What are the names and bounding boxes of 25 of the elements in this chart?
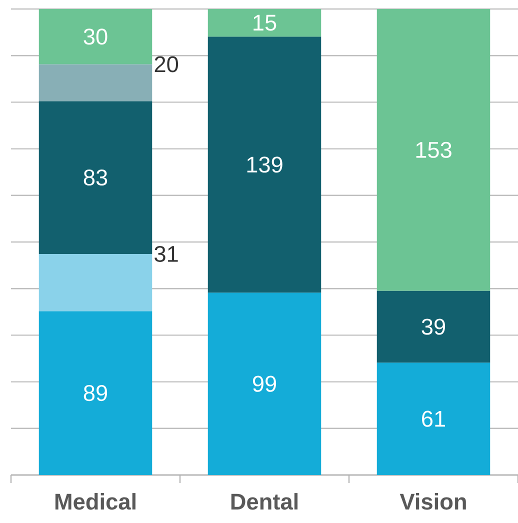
data-label: 99 [252, 376, 276, 392]
bar [38, 8, 152, 64]
bar [208, 8, 322, 37]
bar [208, 36, 322, 293]
bar [208, 292, 322, 475]
bar [38, 64, 152, 102]
x-tick-label: Medical [55, 493, 136, 510]
data-label: 39 [422, 318, 446, 335]
bar [38, 101, 152, 254]
data-label: 139 [247, 156, 282, 173]
bar [38, 254, 152, 312]
data-label: 83 [84, 170, 108, 186]
data-label: 89 [84, 385, 108, 402]
data-label: 31 [154, 246, 178, 262]
x-tick-label: Dental [231, 493, 298, 510]
bar [376, 290, 490, 363]
data-label: 61 [422, 410, 445, 427]
bar [376, 362, 490, 475]
bar [376, 8, 490, 291]
data-label: 153 [416, 142, 452, 158]
data-label: 30 [84, 28, 108, 45]
data-label: 20 [154, 56, 178, 72]
data-label: 15 [254, 14, 276, 31]
bar [38, 311, 152, 475]
x-tick-label: Vision [400, 493, 466, 510]
